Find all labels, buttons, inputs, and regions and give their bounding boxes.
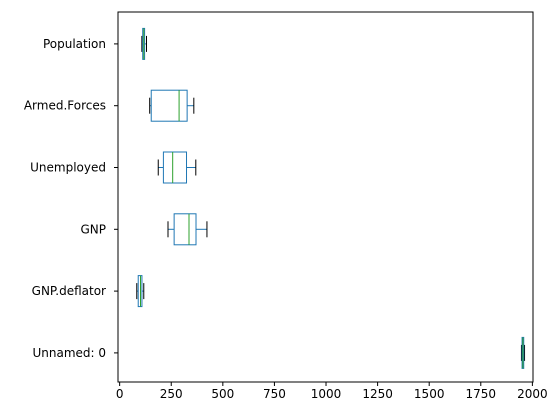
y-tick-label: Population <box>43 37 106 51</box>
x-tick-label: 250 <box>160 387 183 401</box>
y-tick-label: Armed.Forces <box>24 99 106 113</box>
box-group <box>136 275 145 308</box>
y-tick-label: Unemployed <box>30 161 106 175</box>
box-iqr <box>173 213 197 246</box>
x-tick-label: 2000 <box>517 387 548 401</box>
x-tick-label: 1250 <box>362 387 393 401</box>
x-tick-label: 0 <box>116 387 124 401</box>
x-tick-label: 500 <box>211 387 234 401</box>
x-tick-label: 750 <box>263 387 286 401</box>
box-group <box>167 213 208 246</box>
x-tick-label: 1000 <box>311 387 342 401</box>
plot-frame <box>117 11 534 383</box>
box-group <box>141 27 147 60</box>
box-series <box>136 27 526 369</box>
x-axis: 0 250 500 750 1000 1250 1500 1750 2000 <box>116 382 548 401</box>
y-tick-label: Unnamed: 0 <box>32 346 106 360</box>
box-iqr <box>162 151 188 184</box>
y-tick-label: GNP <box>80 222 106 236</box>
y-axis: Population Armed.Forces Unemployed GNP GNP.d… <box>24 37 118 360</box>
y-tick-label: GNP.deflator <box>32 284 106 298</box>
x-tick-label: 1500 <box>414 387 445 401</box>
x-tick-label: 1750 <box>466 387 497 401</box>
box-iqr <box>150 89 188 122</box>
box-group <box>157 151 197 184</box>
box-group <box>520 336 526 369</box>
box-group <box>149 89 195 122</box>
